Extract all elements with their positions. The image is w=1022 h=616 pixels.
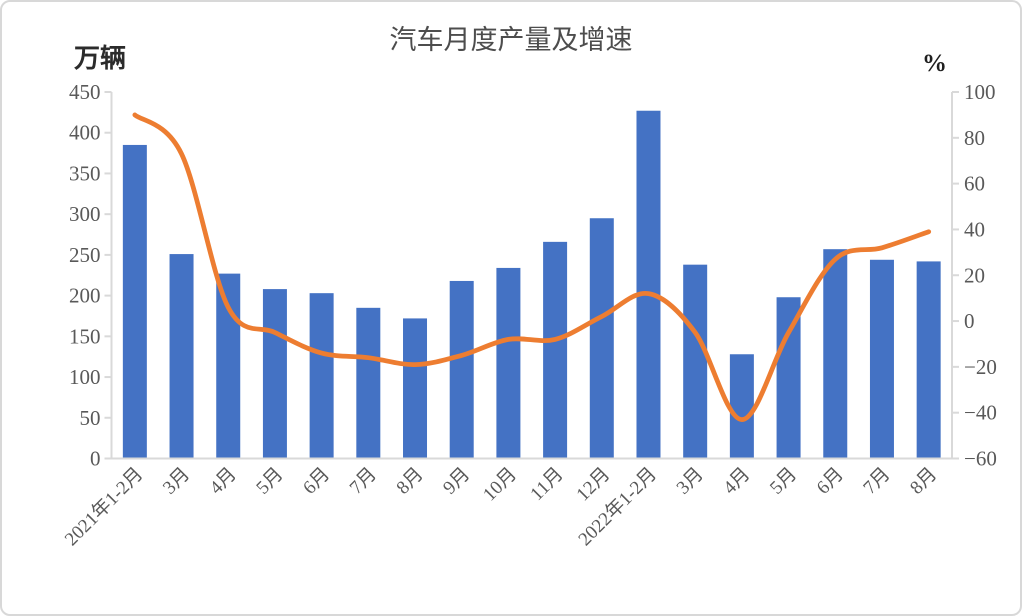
x-axis-label: 5月: [766, 464, 801, 499]
x-axis-label: 6月: [299, 464, 334, 499]
bar: [309, 293, 334, 459]
bar: [543, 241, 568, 459]
right-axis-tick-label: 0: [964, 309, 975, 333]
right-axis-tick-label: 20: [964, 263, 985, 287]
bar: [683, 264, 708, 459]
left-axis-tick-label: 0: [90, 447, 101, 471]
bar: [169, 254, 194, 459]
bar: [356, 307, 381, 459]
x-axis-label: 12月: [573, 464, 615, 506]
left-axis-tick-label: 400: [69, 121, 101, 145]
bar: [916, 261, 941, 459]
bar: [496, 267, 521, 459]
x-axis-label: 11月: [526, 464, 567, 505]
x-axis-label: 10月: [479, 464, 521, 506]
left-axis-unit-label: 万辆: [74, 44, 127, 73]
right-axis-tick-label: −20: [964, 355, 997, 379]
bar: [122, 144, 147, 459]
x-axis-label: 3月: [673, 464, 708, 499]
growth-line: [132, 112, 932, 422]
x-axis-label: 5月: [252, 464, 287, 499]
left-axis-tick-label: 100: [69, 365, 101, 389]
x-axis-label: 8月: [906, 464, 941, 499]
bar: [636, 110, 661, 459]
bar: [776, 297, 801, 459]
left-axis-tick-label: 50: [80, 406, 101, 430]
right-axis-tick-label: 60: [964, 172, 985, 196]
x-axis-label: 7月: [346, 464, 381, 499]
bar: [449, 280, 474, 459]
x-axis-label: 7月: [859, 464, 894, 499]
bar: [589, 218, 614, 459]
right-axis-tick-label: 40: [964, 217, 985, 241]
right-axis-tick-label: −60: [964, 447, 997, 471]
right-axis-tick-label: −40: [964, 401, 997, 425]
x-axis-label: 2021年1-2月: [60, 463, 147, 550]
x-axis-label: 9月: [439, 464, 474, 499]
bar: [262, 289, 287, 459]
bar: [403, 318, 428, 459]
x-axis-label: 4月: [206, 464, 241, 499]
bar: [729, 354, 754, 459]
left-axis-tick-label: 300: [69, 202, 101, 226]
left-axis-tick-label: 200: [69, 284, 101, 308]
chart-title: 汽车月度产量及增速: [389, 25, 633, 55]
x-axis-label: 6月: [813, 464, 848, 499]
left-axis-tick-label: 450: [69, 80, 101, 104]
bar: [823, 249, 848, 459]
x-axis-label: 4月: [719, 464, 754, 499]
x-axis-label: 8月: [393, 464, 428, 499]
bar: [216, 273, 241, 459]
right-axis-tick-label: 80: [964, 126, 985, 150]
left-axis-tick-label: 150: [69, 324, 101, 348]
bar: [869, 259, 894, 459]
right-axis-tick-label: 100: [964, 80, 996, 104]
left-axis-tick-label: 350: [69, 161, 101, 185]
x-axis-label: 3月: [159, 464, 194, 499]
right-axis-unit-label: %: [922, 50, 947, 77]
left-axis-tick-label: 250: [69, 243, 101, 267]
